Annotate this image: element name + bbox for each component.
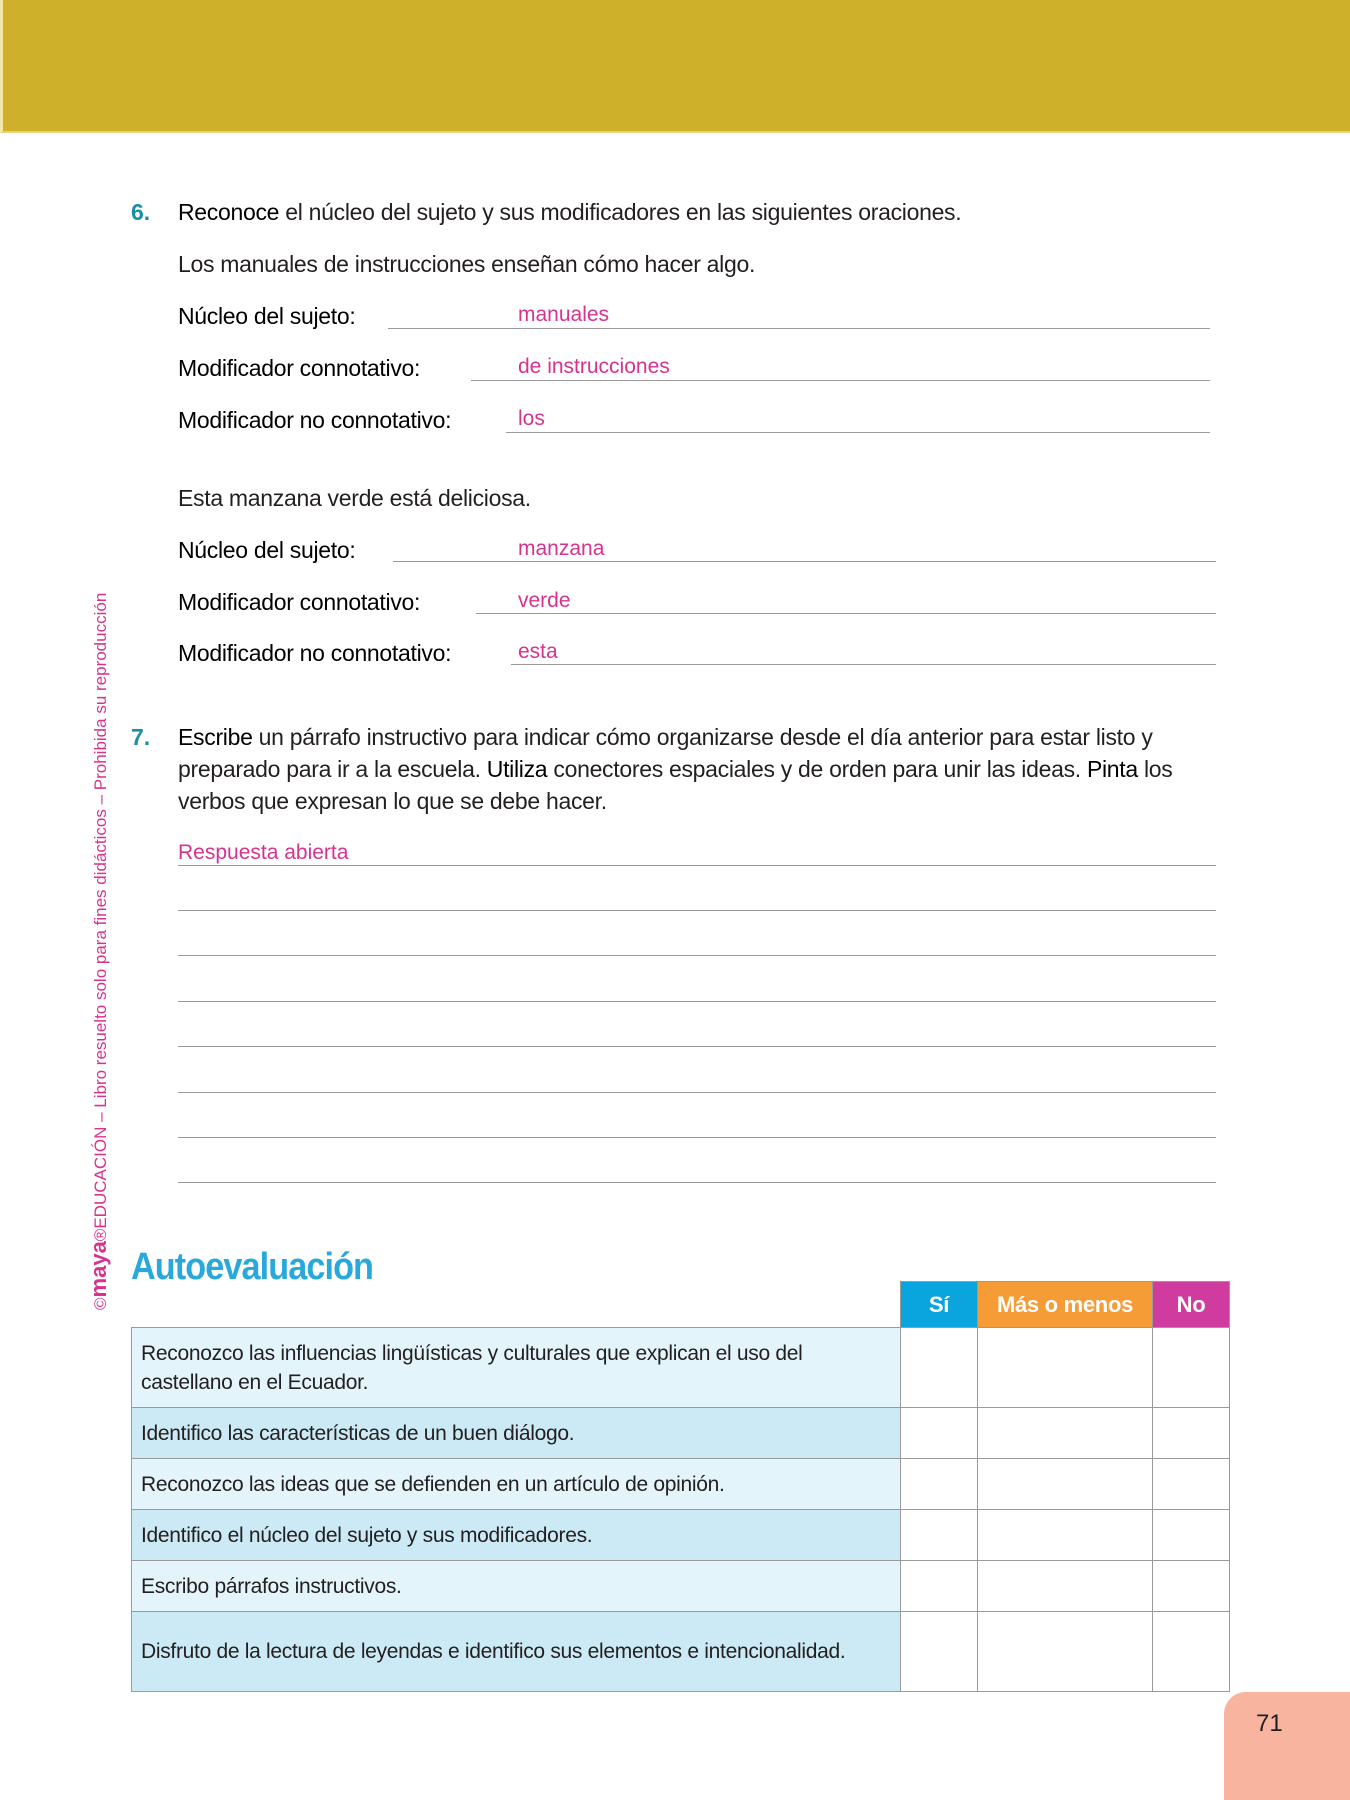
answer-noconn-1[interactable]: los — [518, 407, 545, 430]
check-mas-o-menos[interactable] — [977, 1407, 1153, 1459]
self-assessment-table: Sí Más o menos No Reconozco las influenc… — [131, 1281, 1230, 1692]
writing-line — [178, 865, 1216, 866]
instruction-text: los verbos que expresan lo que se debe h… — [178, 756, 1173, 814]
label-nucleo-1: Núcleo del sujeto: — [178, 303, 356, 329]
header-empty — [131, 1281, 901, 1328]
section-title: Autoevaluación — [131, 1246, 374, 1288]
label-conn-2: Modificador connotativo: — [178, 589, 421, 615]
answer-conn-2[interactable]: verde — [518, 589, 571, 612]
label-noconn-2: Modificador no connotativo: — [178, 640, 452, 666]
sentence-1: Los manuales de instrucciones enseñan có… — [178, 251, 756, 277]
criterion: Reconozco las ideas que se defienden en … — [131, 1458, 901, 1510]
registered-mark: ® — [91, 1228, 110, 1242]
criterion: Escribo párrafos instructivos. — [131, 1560, 901, 1612]
table-row: Reconozco las ideas que se defienden en … — [131, 1458, 1230, 1510]
check-si[interactable] — [900, 1407, 978, 1459]
verb-utiliza: Utiliza — [486, 756, 548, 782]
table-row: Disfruto de la lectura de leyendas e ide… — [131, 1611, 1230, 1692]
answer-line — [511, 664, 1216, 665]
check-no[interactable] — [1152, 1458, 1230, 1510]
instruction-text: un párrafo instructivo para indicar cómo… — [178, 724, 1153, 782]
answer-line — [393, 561, 1216, 562]
criterion: Reconozco las influencias lingüísticas y… — [131, 1327, 901, 1408]
maya-logo: maya — [86, 1241, 111, 1298]
table-row: Identifico el núcleo del sujeto y sus mo… — [131, 1509, 1230, 1561]
verb-escribe: Escribe — [178, 724, 253, 750]
check-no[interactable] — [1152, 1509, 1230, 1561]
check-no[interactable] — [1152, 1327, 1230, 1408]
answer-line — [471, 380, 1210, 381]
column-mas-o-menos: Más o menos — [977, 1281, 1153, 1328]
check-si[interactable] — [900, 1327, 978, 1408]
exercise-7-instruction: Escribe un párrafo instructivo para indi… — [178, 721, 1223, 817]
table-row: Reconozco las influencias lingüísticas y… — [131, 1327, 1230, 1408]
copyright-symbol: © — [91, 1297, 110, 1310]
instruction-text: conectores espaciales y de orden para un… — [547, 756, 1087, 782]
instruction-verb: Reconoce — [178, 199, 280, 225]
instruction-text: el núcleo del sujeto y sus modificadores… — [279, 199, 962, 225]
page-number-tab — [1224, 1692, 1350, 1800]
criterion: Disfruto de la lectura de leyendas e ide… — [131, 1611, 901, 1692]
answer-paragraph[interactable]: Respuesta abierta — [178, 841, 349, 864]
check-mas-o-menos[interactable] — [977, 1560, 1153, 1612]
copyright-text: EDUCACIÓN – Libro resuelto solo para fin… — [91, 592, 110, 1229]
copyright-sidebar: ©maya®EDUCACIÓN – Libro resuelto solo pa… — [86, 593, 112, 1310]
check-si[interactable] — [900, 1611, 978, 1692]
writing-line — [178, 1092, 1216, 1093]
answer-line — [476, 613, 1216, 614]
check-mas-o-menos[interactable] — [977, 1327, 1153, 1408]
writing-line — [178, 910, 1216, 911]
answer-line — [506, 432, 1210, 433]
check-mas-o-menos[interactable] — [977, 1611, 1153, 1692]
check-si[interactable] — [900, 1458, 978, 1510]
exercise-6-instruction: Reconoce el núcleo del sujeto y sus modi… — [178, 199, 962, 226]
criterion: Identifico las características de un bue… — [131, 1407, 901, 1459]
check-no[interactable] — [1152, 1560, 1230, 1612]
writing-line — [178, 1182, 1216, 1183]
answer-noconn-2[interactable]: esta — [518, 640, 558, 663]
answer-nucleo-1[interactable]: manuales — [518, 303, 610, 326]
column-si: Sí — [900, 1281, 978, 1328]
check-no[interactable] — [1152, 1611, 1230, 1692]
check-si[interactable] — [900, 1509, 978, 1561]
label-noconn-1: Modificador no connotativo: — [178, 407, 452, 433]
answer-conn-1[interactable]: de instrucciones — [518, 355, 670, 378]
answer-line — [388, 328, 1210, 329]
column-no: No — [1152, 1281, 1230, 1328]
header-band — [0, 0, 1350, 133]
page-number: 71 — [1256, 1710, 1283, 1737]
check-si[interactable] — [900, 1560, 978, 1612]
table-row: Escribo párrafos instructivos. — [131, 1560, 1230, 1612]
writing-line — [178, 1001, 1216, 1002]
label-conn-1: Modificador connotativo: — [178, 355, 421, 381]
writing-line — [178, 955, 1216, 956]
check-mas-o-menos[interactable] — [977, 1509, 1153, 1561]
table-row: Identifico las características de un bue… — [131, 1407, 1230, 1459]
writing-line — [178, 1046, 1216, 1047]
verb-pinta: Pinta — [1086, 756, 1138, 782]
check-mas-o-menos[interactable] — [977, 1458, 1153, 1510]
criterion: Identifico el núcleo del sujeto y sus mo… — [131, 1509, 901, 1561]
exercise-7-number: 7. — [131, 724, 151, 750]
answer-nucleo-2[interactable]: manzana — [518, 537, 605, 560]
check-no[interactable] — [1152, 1407, 1230, 1459]
exercise-6-number: 6. — [131, 199, 151, 225]
writing-line — [178, 1137, 1216, 1138]
label-nucleo-2: Núcleo del sujeto: — [178, 537, 356, 563]
sentence-2: Esta manzana verde está deliciosa. — [178, 485, 531, 511]
